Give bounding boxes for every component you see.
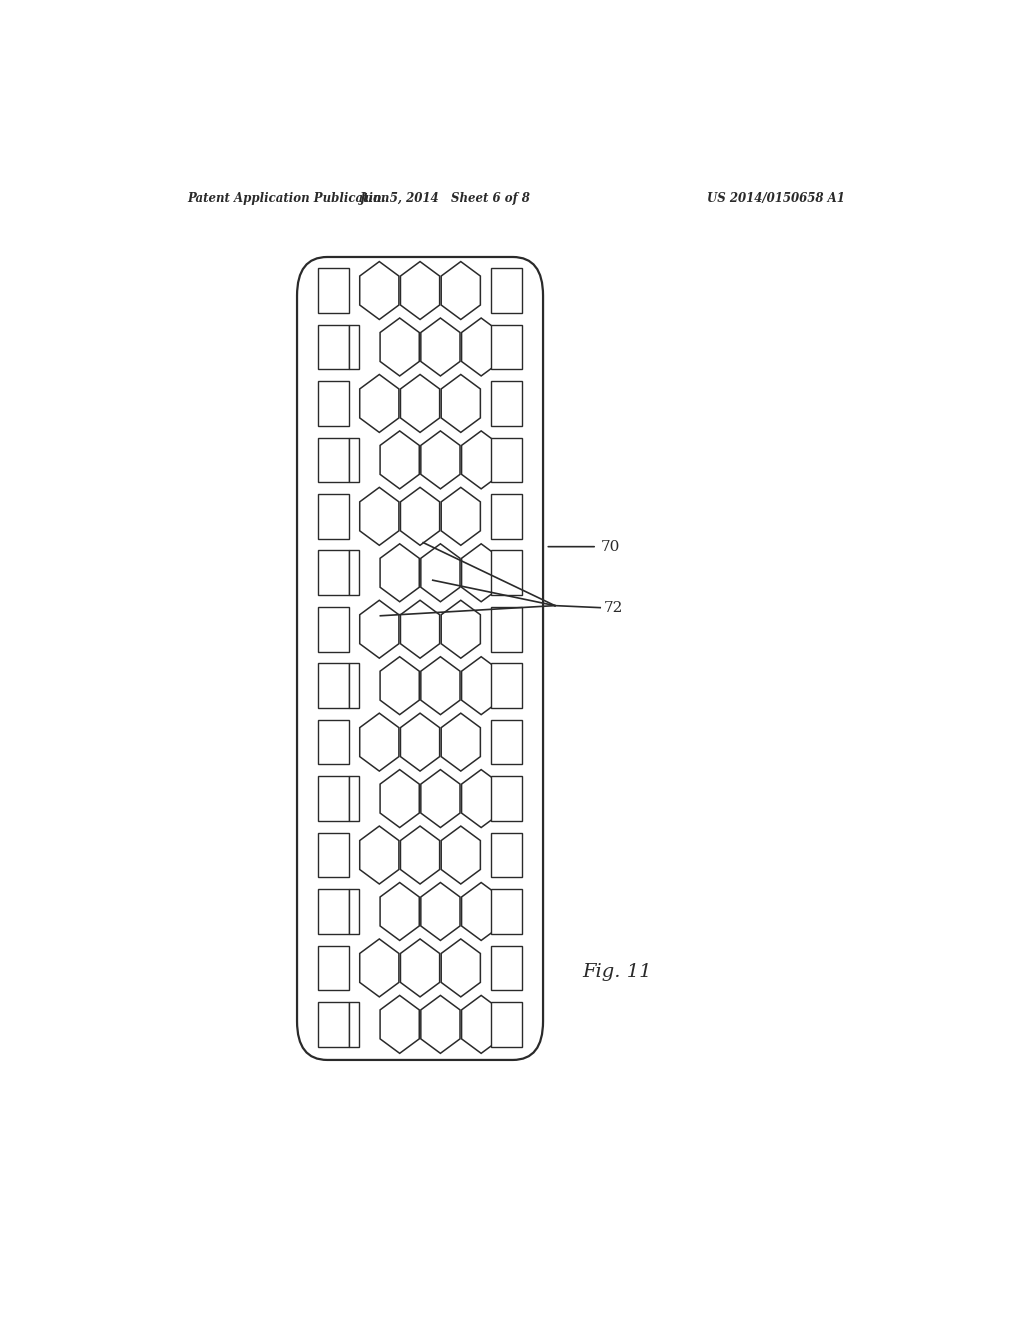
Polygon shape — [462, 770, 501, 828]
Text: US 2014/0150658 A1: US 2014/0150658 A1 — [708, 191, 845, 205]
Polygon shape — [380, 770, 419, 828]
Text: Fig. 11: Fig. 11 — [582, 962, 651, 981]
Text: 72: 72 — [604, 601, 624, 615]
Bar — [492, 325, 521, 370]
Polygon shape — [441, 939, 480, 997]
Bar — [318, 833, 348, 878]
Polygon shape — [462, 318, 501, 376]
Polygon shape — [380, 995, 419, 1053]
Bar — [318, 664, 348, 708]
Polygon shape — [421, 318, 460, 376]
Polygon shape — [400, 261, 439, 319]
Bar — [318, 437, 348, 482]
Polygon shape — [380, 430, 419, 488]
Polygon shape — [462, 883, 501, 940]
Polygon shape — [400, 939, 439, 997]
Polygon shape — [421, 995, 460, 1053]
Polygon shape — [359, 713, 399, 771]
Bar — [318, 325, 348, 370]
Polygon shape — [462, 544, 501, 602]
Bar — [492, 550, 521, 595]
Bar — [348, 1002, 359, 1047]
Bar — [492, 890, 521, 933]
Bar — [492, 1002, 521, 1047]
Polygon shape — [400, 375, 439, 433]
Bar — [492, 494, 521, 539]
Polygon shape — [400, 826, 439, 884]
Polygon shape — [359, 375, 399, 433]
Bar — [318, 776, 348, 821]
Polygon shape — [359, 487, 399, 545]
Bar — [348, 325, 359, 370]
Bar — [318, 945, 348, 990]
Bar — [492, 607, 521, 652]
Text: 70: 70 — [601, 540, 621, 553]
Bar — [492, 381, 521, 426]
Bar — [318, 719, 348, 764]
Bar — [348, 890, 359, 933]
Polygon shape — [380, 544, 419, 602]
Bar — [318, 268, 348, 313]
Polygon shape — [441, 375, 480, 433]
Polygon shape — [359, 261, 399, 319]
Polygon shape — [421, 657, 460, 714]
Bar — [492, 719, 521, 764]
Bar — [318, 607, 348, 652]
Bar — [492, 437, 521, 482]
Bar — [492, 833, 521, 878]
Bar — [318, 890, 348, 933]
Polygon shape — [462, 657, 501, 714]
Polygon shape — [421, 544, 460, 602]
Polygon shape — [441, 601, 480, 659]
Text: Patent Application Publication: Patent Application Publication — [187, 191, 390, 205]
Bar — [348, 664, 359, 708]
Polygon shape — [462, 430, 501, 488]
Polygon shape — [359, 826, 399, 884]
Bar — [492, 664, 521, 708]
Bar — [492, 268, 521, 313]
Polygon shape — [380, 657, 419, 714]
Bar — [348, 550, 359, 595]
Polygon shape — [400, 713, 439, 771]
Polygon shape — [380, 318, 419, 376]
FancyBboxPatch shape — [297, 257, 543, 1060]
Polygon shape — [421, 430, 460, 488]
Polygon shape — [359, 939, 399, 997]
Bar — [348, 776, 359, 821]
Polygon shape — [359, 601, 399, 659]
Polygon shape — [462, 995, 501, 1053]
Text: Jun. 5, 2014   Sheet 6 of 8: Jun. 5, 2014 Sheet 6 of 8 — [360, 191, 530, 205]
Bar — [492, 776, 521, 821]
Polygon shape — [441, 261, 480, 319]
Polygon shape — [441, 487, 480, 545]
Bar — [318, 381, 348, 426]
Polygon shape — [380, 883, 419, 940]
Polygon shape — [441, 713, 480, 771]
Bar — [318, 494, 348, 539]
Polygon shape — [421, 883, 460, 940]
Bar — [318, 1002, 348, 1047]
Polygon shape — [441, 826, 480, 884]
Bar — [348, 437, 359, 482]
Polygon shape — [421, 770, 460, 828]
Bar — [492, 945, 521, 990]
Polygon shape — [400, 601, 439, 659]
Polygon shape — [400, 487, 439, 545]
Bar — [318, 550, 348, 595]
